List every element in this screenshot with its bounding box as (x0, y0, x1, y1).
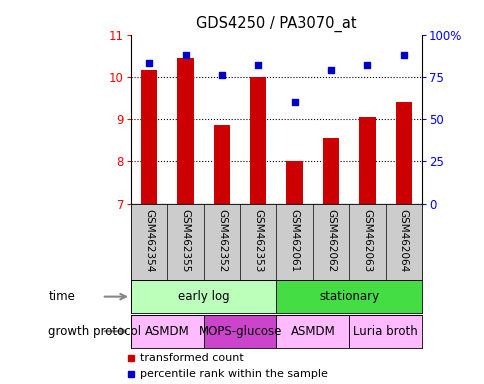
Text: ASMDM: ASMDM (290, 325, 334, 338)
Point (217, 72, 225, 78)
Bar (177, 58, 193, 204)
Text: ASMDM: ASMDM (145, 325, 189, 338)
Text: GSM462354: GSM462354 (144, 209, 154, 272)
Text: MOPS-glucose: MOPS-glucose (198, 325, 281, 338)
Bar (141, 71, 157, 204)
Point (290, 99, 298, 105)
Point (254, 62, 261, 68)
Text: GSM462063: GSM462063 (362, 209, 372, 272)
Point (145, 60, 152, 66)
Bar (131, 280, 276, 313)
Bar (395, 102, 411, 204)
Bar (276, 315, 348, 348)
Text: GSM462064: GSM462064 (398, 209, 408, 272)
Bar (250, 77, 266, 204)
Bar (348, 315, 421, 348)
Text: growth protocol: growth protocol (48, 325, 141, 338)
Text: Luria broth: Luria broth (352, 325, 417, 338)
Point (326, 67, 334, 73)
Text: GSM462355: GSM462355 (180, 209, 190, 272)
Bar (131, 315, 203, 348)
Bar (203, 315, 276, 348)
Text: percentile rank within the sample: percentile rank within the sample (139, 369, 327, 379)
Bar (276, 280, 421, 313)
Bar (286, 161, 302, 204)
Text: early log: early log (178, 290, 229, 303)
Text: time: time (48, 290, 75, 303)
Bar (213, 126, 229, 204)
Point (399, 52, 407, 58)
Text: GSM462353: GSM462353 (253, 209, 263, 272)
Title: GDS4250 / PA3070_at: GDS4250 / PA3070_at (196, 16, 356, 32)
Bar (322, 138, 338, 204)
Point (181, 52, 189, 58)
Text: GSM462062: GSM462062 (325, 209, 335, 272)
Bar (359, 117, 375, 204)
Text: GSM462352: GSM462352 (216, 209, 227, 272)
Text: GSM462061: GSM462061 (289, 209, 299, 272)
Point (363, 62, 370, 68)
Text: stationary: stationary (318, 290, 378, 303)
Text: transformed count: transformed count (139, 353, 243, 363)
